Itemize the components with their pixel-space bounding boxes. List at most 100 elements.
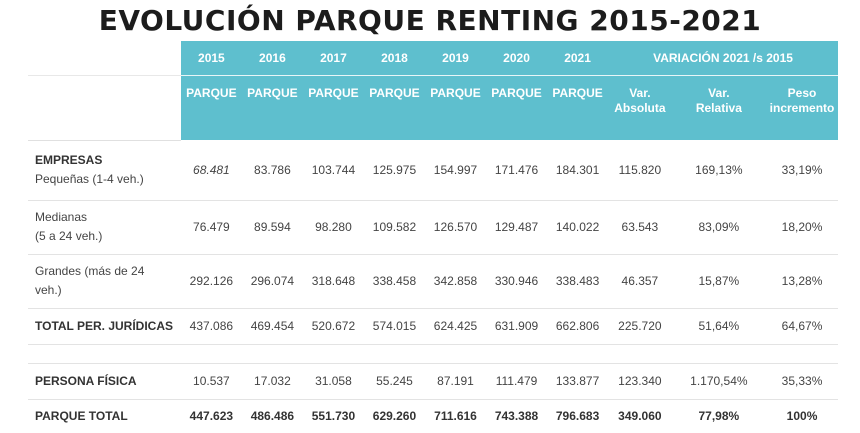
- cell-value: 98.280: [302, 200, 364, 255]
- cell-value: 629.260: [372, 409, 417, 423]
- year-header: 2016: [241, 41, 303, 76]
- var-absoluta-line2: Absoluta: [614, 101, 666, 115]
- cell-value: 31.058: [302, 363, 364, 400]
- cell-peso: 100%: [786, 409, 818, 423]
- cell-var-rel: 1.170,54%: [671, 363, 767, 400]
- cell-value: 711.616: [434, 409, 477, 423]
- spacer-cell: [28, 344, 838, 364]
- cell-var-abs: 349.060: [618, 409, 662, 423]
- cell-value: 338.483: [547, 254, 609, 309]
- table-row-medianas: Medianas (5 a 24 veh.) 76.479 89.594 98.…: [28, 200, 838, 255]
- header-blank-cell: [28, 41, 181, 76]
- row-label: EMPRESAS Pequeñas (1-4 veh.): [28, 140, 181, 201]
- cell-value: 447.623: [189, 409, 234, 423]
- cell-value: 103.744: [302, 140, 364, 201]
- cell-var-abs: 115.820: [608, 140, 672, 201]
- cell-var-rel: 83,09%: [671, 200, 767, 255]
- cell-value: 662.806: [547, 308, 609, 345]
- parque-header: PARQUE: [424, 75, 487, 140]
- cell-var-abs: 63.543: [608, 200, 672, 255]
- variacion-header: VARIACIÓN 2021 /s 2015: [608, 41, 838, 76]
- cell-value: 83.786: [241, 140, 303, 201]
- cell-value: 342.858: [424, 254, 487, 309]
- cell-value: 111.479: [486, 363, 548, 400]
- year-header: 2020: [486, 41, 548, 76]
- cell-value: 55.245: [363, 363, 425, 400]
- renting-table: 2015 2016 2017 2018 2019 2020 2021 VARIA…: [28, 41, 838, 433]
- row-label: Grandes (más de 24 veh.): [28, 254, 181, 309]
- parque-header: PARQUE: [363, 75, 425, 140]
- cell-var-abs: 123.340: [608, 363, 672, 400]
- table-row-total-juridicas: TOTAL PER. JURÍDICAS 437.086 469.454 520…: [28, 308, 838, 345]
- cell-peso: 13,28%: [766, 254, 838, 309]
- table-row-persona-fisica: PERSONA FÍSICA 10.537 17.032 31.058 55.2…: [28, 363, 838, 400]
- row-label-line1: Medianas: [35, 210, 88, 224]
- cell-value: 520.672: [302, 308, 364, 345]
- var-relativa-line1: Var.: [708, 86, 730, 100]
- row-label-pequenas: Pequeñas (1-4 veh.): [35, 172, 144, 186]
- cell-value: 76.479: [180, 200, 242, 255]
- cell-var-rel: 169,13%: [671, 140, 767, 201]
- cell-value: 796.683: [555, 409, 600, 423]
- cell-var-abs: 46.357: [608, 254, 672, 309]
- header-row-parque: PARQUE PARQUE PARQUE PARQUE PARQUE PARQU…: [28, 75, 838, 141]
- cell-value: 437.086: [180, 308, 242, 345]
- parque-header: PARQUE: [241, 75, 303, 140]
- cell-value: 126.570: [424, 200, 487, 255]
- var-relativa-line2: Relativa: [695, 101, 742, 115]
- cell-value: 10.537: [180, 363, 242, 400]
- peso-incremento-header: Peso incremento: [766, 75, 838, 140]
- parque-header: PARQUE: [547, 75, 609, 140]
- row-label: TOTAL PER. JURÍDICAS: [28, 308, 181, 345]
- cell-peso: 18,20%: [766, 200, 838, 255]
- cell-peso: 64,67%: [766, 308, 838, 345]
- cell-value: 486.486: [250, 409, 295, 423]
- cell-value: 154.997: [424, 140, 487, 201]
- cell-var-abs: 225.720: [608, 308, 672, 345]
- cell-value: 171.476: [486, 140, 548, 201]
- row-label: Medianas (5 a 24 veh.): [28, 200, 181, 255]
- cell-var-rel: 51,64%: [671, 308, 767, 345]
- row-label: PARQUE TOTAL: [35, 408, 128, 423]
- cell-value: 17.032: [241, 363, 303, 400]
- peso-incremento-line1: Peso: [787, 86, 817, 100]
- page-title: EVOLUCIÓN PARQUE RENTING 2015-2021: [98, 4, 762, 37]
- cell-value: 109.582: [363, 200, 425, 255]
- parque-header: PARQUE: [486, 75, 548, 140]
- cell-value: 469.454: [241, 308, 303, 345]
- header-blank-cell: [28, 75, 181, 141]
- cell-value: 551.730: [311, 409, 356, 423]
- parque-header: PARQUE: [302, 75, 364, 140]
- cell-value: 140.022: [547, 200, 609, 255]
- cell-value: 292.126: [180, 254, 242, 309]
- cell-value: 68.481: [180, 140, 242, 201]
- cell-value: 318.648: [302, 254, 364, 309]
- header-row-years: 2015 2016 2017 2018 2019 2020 2021 VARIA…: [28, 41, 838, 76]
- cell-value: 624.425: [424, 308, 487, 345]
- var-absoluta-header: Var. Absoluta: [608, 75, 672, 140]
- cell-var-rel: 15,87%: [671, 254, 767, 309]
- year-header: 2015: [180, 41, 242, 76]
- year-header: 2019: [424, 41, 487, 76]
- row-label: PERSONA FÍSICA: [28, 363, 181, 400]
- year-header: 2017: [302, 41, 364, 76]
- year-header: 2018: [363, 41, 425, 76]
- row-label-empresas: EMPRESAS: [35, 153, 103, 167]
- cell-value: 133.877: [547, 363, 609, 400]
- row-label-line1: Grandes (más de 24: [35, 264, 145, 278]
- table-row-pequenas: EMPRESAS Pequeñas (1-4 veh.) 68.481 83.7…: [28, 140, 838, 201]
- cell-value: 89.594: [241, 200, 303, 255]
- table-row-parque-total: PARQUE TOTAL 447.623 486.486 551.730 629…: [28, 399, 838, 433]
- cell-value: 296.074: [241, 254, 303, 309]
- cell-var-rel: 77,98%: [698, 409, 740, 423]
- cell-value: 631.909: [486, 308, 548, 345]
- table-spacer-row: [28, 344, 838, 364]
- cell-value: 574.015: [363, 308, 425, 345]
- var-absoluta-line1: Var.: [629, 86, 651, 100]
- parque-header: PARQUE: [180, 75, 242, 140]
- cell-value: 338.458: [363, 254, 425, 309]
- cell-value: 330.946: [486, 254, 548, 309]
- cell-peso: 33,19%: [766, 140, 838, 201]
- row-label-line2: veh.): [35, 283, 62, 297]
- year-header: 2021: [547, 41, 609, 76]
